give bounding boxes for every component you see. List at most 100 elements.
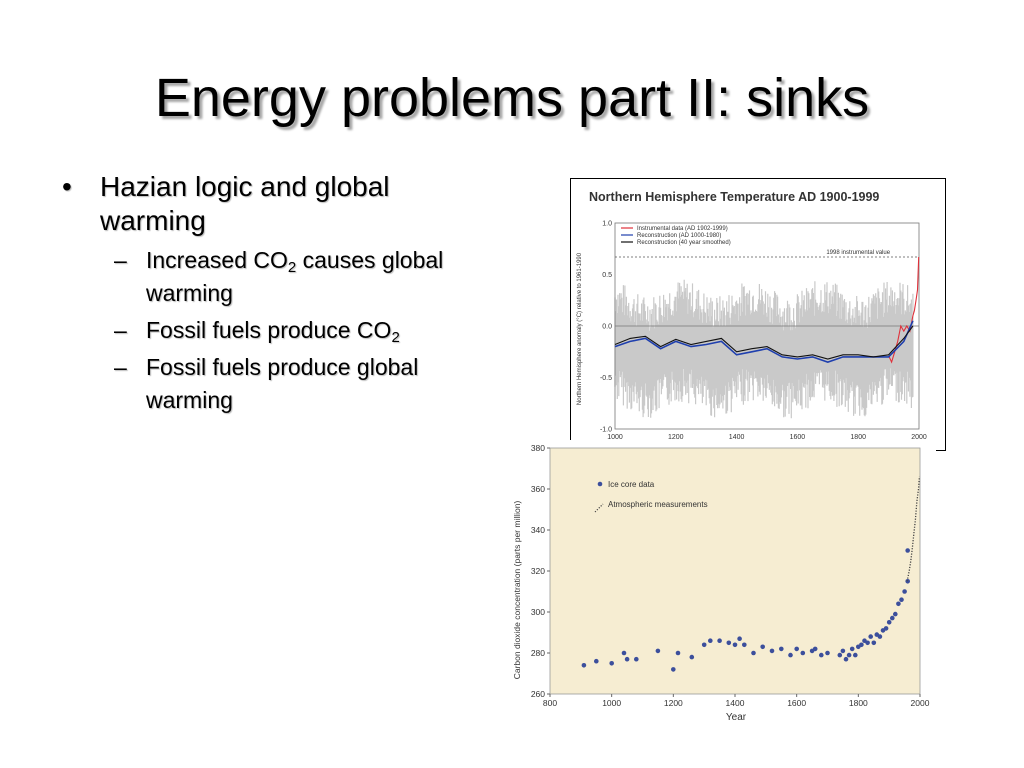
ice-core-point [717,638,722,643]
temperature-chart: Northern Hemisphere Temperature AD 1900-… [570,178,946,451]
dash-glyph: – [114,317,127,343]
y-tick-label: 0.0 [602,324,612,331]
ice-core-point [689,654,695,660]
ice-core-point [868,634,873,639]
ice-core-point [899,597,904,602]
ice-core-point [840,648,846,654]
atmospheric-line [906,476,921,582]
sub-bullet-item: – Fossil fuels produce CO2 [62,314,502,347]
y-tick-label: 260 [531,689,545,699]
y-tick-label: -0.5 [600,375,612,382]
ice-core-point [609,661,614,666]
ice-core-point [812,646,818,652]
sub-bullet-pre: Fossil fuels produce global warming [146,354,419,413]
bullet-list: • Hazian logic and global warming – Incr… [62,170,502,421]
ice-core-point [732,642,738,648]
ice-core-point [675,650,681,656]
ice-core-point [751,650,756,656]
y-tick-label: 340 [531,525,545,535]
temperature-chart-svg: Northern Hemisphere Temperature AD 1900-… [577,190,927,441]
ice-core-point [846,652,852,658]
ice-core-point [634,656,639,662]
ice-core-point [742,642,747,648]
ice-core-point [621,650,627,656]
ice-core-point [837,652,843,658]
ice-core-point [853,652,858,658]
ice-core-point [624,656,630,662]
ice-core-point [788,652,793,658]
sub-bullet-subscript: 2 [287,259,297,276]
ice-core-point [843,656,849,662]
bullet-item-main: • Hazian logic and global warming [62,170,502,238]
temperature-chart-title: Northern Hemisphere Temperature AD 1900-… [589,190,879,204]
legend-label: Atmospheric measurements [608,500,708,509]
ice-core-point [890,615,895,621]
ice-core-point [896,601,901,607]
x-tick-label: 1600 [787,698,806,708]
x-tick-label: 1400 [729,434,745,441]
co2-chart: Carbon dioxide concentration (parts per … [508,440,936,724]
bullet-text: Hazian logic and global warming [100,171,390,236]
ice-core-point [708,638,713,643]
ice-core-point [737,636,742,641]
ice-core-point [769,648,775,654]
sub-bullet-item: – Increased CO2 causes global warming [62,244,502,310]
x-tick-label: 1000 [607,434,623,441]
legend-label: Ice core data [608,480,655,489]
co2-x-axis-label: Year [726,712,747,723]
ice-core-point [849,646,855,652]
ice-core-point [871,640,877,646]
bullet-glyph: • [62,171,72,202]
series-line [614,325,914,360]
reference-label: 1998 instrumental value [826,250,890,256]
series-line [614,320,914,363]
ice-core-point [671,667,676,672]
ice-core-point [902,589,907,594]
legend-label: Instrumental data (AD 1902-1999) [637,226,728,232]
slide-title: Energy problems part II: sinks [154,68,870,128]
ice-core-point [893,611,898,617]
x-tick-label: 1600 [790,434,806,441]
legend-label: Reconstruction (AD 1000-1980) [637,233,721,239]
ice-core-point [819,652,824,658]
ice-core-point [701,642,707,648]
ice-core-point [726,640,732,646]
sub-bullet-item: – Fossil fuels produce global warming [62,351,502,417]
sub-bullet-pre: Increased CO [146,247,288,273]
y-tick-label: 1.0 [602,221,612,228]
x-tick-label: 1800 [849,698,868,708]
ice-core-point [760,644,765,650]
x-tick-label: 1200 [668,434,684,441]
ice-core-point [594,658,599,664]
ice-core-point [655,648,661,654]
x-tick-label: 1000 [602,698,621,708]
ice-core-point [581,663,587,668]
y-tick-label: 0.5 [602,272,612,279]
y-tick-label: -1.0 [600,427,612,434]
ice-core-point [905,548,910,553]
sub-bullet-pre: Fossil fuels produce CO [146,317,392,343]
ice-core-point [865,640,870,646]
sub-bullet-post: causes global warming [146,247,444,306]
y-tick-label: 360 [531,484,545,494]
dash-glyph: – [114,354,127,380]
x-tick-label: 2000 [911,698,930,708]
temperature-y-axis-label: Northern Hemisphere anomaly (°C) relativ… [577,252,583,405]
x-tick-label: 1200 [664,698,683,708]
ice-core-point [883,626,889,631]
ice-core-point [779,646,784,652]
sub-bullet-subscript: 2 [391,329,400,346]
ice-core-point [794,646,799,652]
dash-glyph: – [114,247,127,273]
co2-y-axis-label: Carbon dioxide concentration (parts per … [512,501,522,680]
x-tick-label: 1800 [850,434,866,441]
legend-label: Reconstruction (40 year smoothed) [637,240,731,246]
x-tick-label: 1400 [726,698,745,708]
y-tick-label: 300 [531,607,545,617]
ice-core-point [800,650,806,656]
y-tick-label: 280 [531,648,545,658]
ice-core-point [825,650,830,656]
legend-swatch-ice-core [597,481,603,487]
x-tick-label: 800 [543,698,557,708]
ice-core-point [886,620,892,625]
